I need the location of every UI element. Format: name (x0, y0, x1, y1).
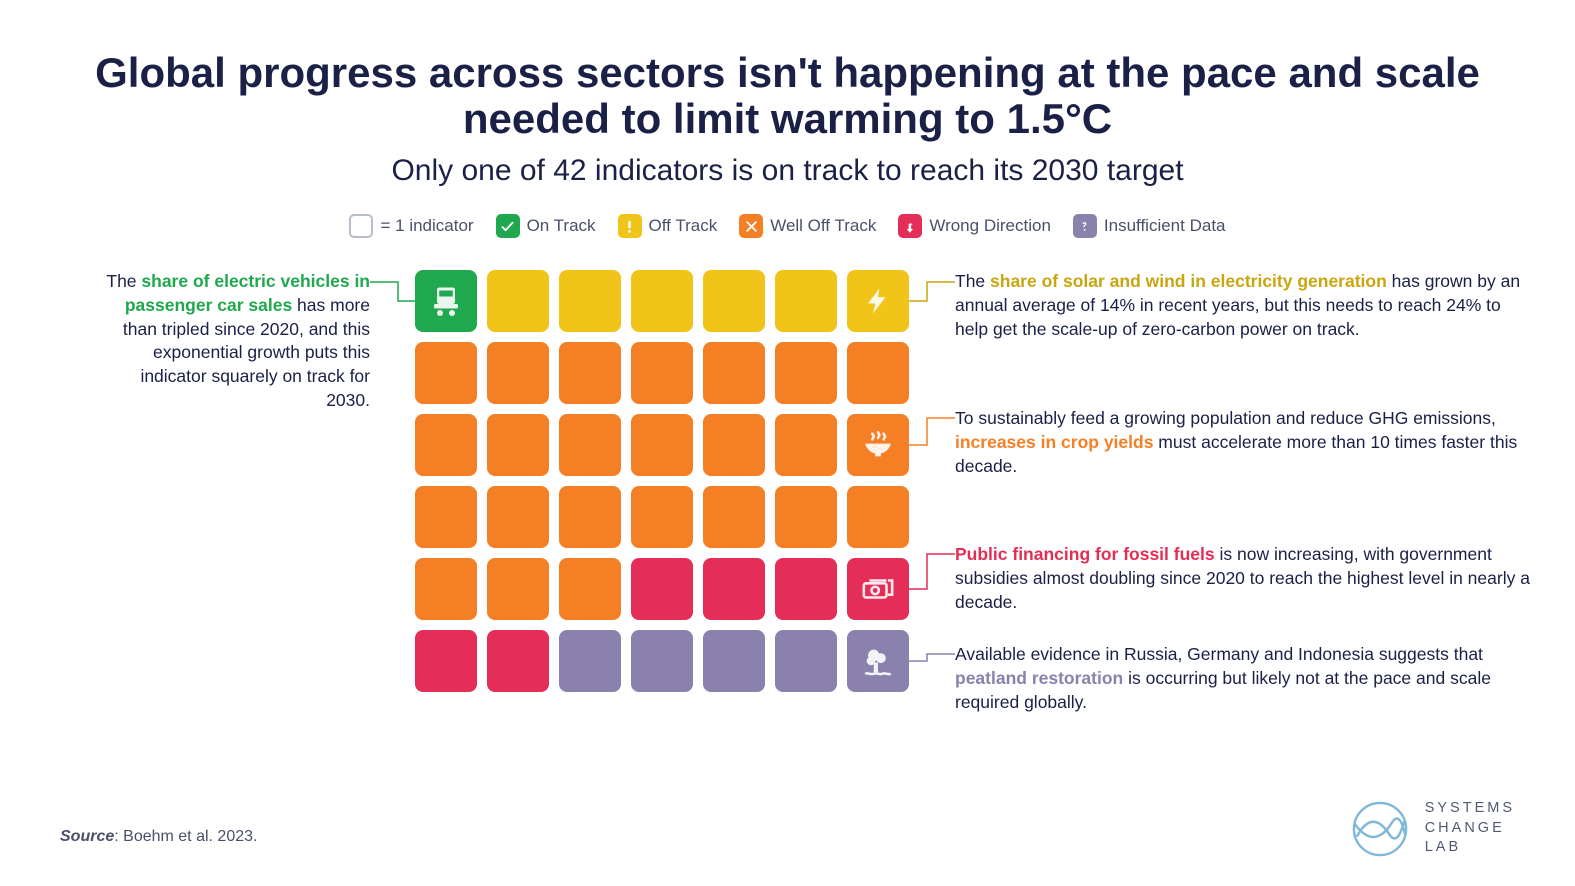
grid-cell (703, 342, 765, 404)
grid-cell-money (847, 558, 909, 620)
grid-row (415, 414, 909, 476)
legend-item-wrong_dir: Wrong Direction (898, 214, 1051, 238)
grid-cell-ev (415, 270, 477, 332)
connector-fossil (909, 550, 955, 600)
grid-cell (775, 630, 837, 692)
grid-cell (631, 630, 693, 692)
legend-label-off_track: Off Track (649, 216, 718, 236)
grid-cell (487, 414, 549, 476)
grid-cell (631, 270, 693, 332)
highlight-solar: share of solar and wind in electricity g… (990, 271, 1387, 291)
grid-cell (415, 630, 477, 692)
grid-row (415, 558, 909, 620)
grid-cell (847, 342, 909, 404)
annotation-fossil: Public financing for fossil fuels is now… (955, 543, 1535, 614)
legend-item-insufficient: Insufficient Data (1073, 214, 1226, 238)
grid-row (415, 486, 909, 548)
legend-label-insufficient: Insufficient Data (1104, 216, 1226, 236)
connector-crop (909, 414, 955, 464)
legend-label-on_track: On Track (527, 216, 596, 236)
grid-cell (559, 630, 621, 692)
grid-row (415, 630, 909, 692)
connector-ev (370, 270, 416, 310)
grid-cell (631, 558, 693, 620)
legend-indicator-label: = 1 indicator (380, 216, 473, 236)
chart-area: The share of electric vehicles in passen… (60, 270, 1515, 770)
page-subtitle: Only one of 42 indicators is on track to… (60, 154, 1515, 188)
source-citation: Source: Boehm et al. 2023. (60, 828, 257, 846)
brand-circle-icon (1351, 800, 1409, 858)
grid-cell (559, 270, 621, 332)
grid-cell (703, 630, 765, 692)
grid-row (415, 342, 909, 404)
grid-cell (847, 486, 909, 548)
brand-logo: SYSTEMS CHANGE LAB (1351, 799, 1515, 858)
grid-cell-tree (847, 630, 909, 692)
grid-cell (415, 558, 477, 620)
page-title: Global progress across sectors isn't hap… (60, 50, 1515, 142)
grid-cell (775, 270, 837, 332)
grid-cell (559, 414, 621, 476)
waffle-grid (415, 270, 909, 692)
grid-cell (487, 558, 549, 620)
brand-text: SYSTEMS CHANGE LAB (1425, 799, 1515, 858)
legend-item-on_track: On Track (496, 214, 596, 238)
legend-indicator: = 1 indicator (349, 214, 473, 238)
grid-cell (487, 486, 549, 548)
grid-cell (559, 486, 621, 548)
grid-row (415, 270, 909, 332)
grid-cell (775, 486, 837, 548)
square-outline-icon (349, 214, 373, 238)
legend-label-wrong_dir: Wrong Direction (929, 216, 1051, 236)
highlight-fossil: Public financing for fossil fuels (955, 544, 1215, 564)
grid-cell (775, 342, 837, 404)
grid-cell (775, 558, 837, 620)
grid-cell (487, 630, 549, 692)
grid-cell (559, 342, 621, 404)
legend-item-well_off: Well Off Track (739, 214, 876, 238)
grid-cell (703, 558, 765, 620)
highlight-crop: increases in crop yields (955, 432, 1153, 452)
legend: = 1 indicator On Track Off Track Well Off … (60, 214, 1515, 238)
grid-cell (415, 414, 477, 476)
grid-cell (703, 270, 765, 332)
off_track-icon (618, 214, 642, 238)
legend-label-well_off: Well Off Track (770, 216, 876, 236)
grid-cell (487, 342, 549, 404)
annotation-crop: To sustainably feed a growing population… (955, 407, 1535, 478)
grid-cell-bowl (847, 414, 909, 476)
grid-cell (631, 414, 693, 476)
grid-cell (559, 558, 621, 620)
connector-peat (909, 650, 955, 690)
annotation-ev: The share of electric vehicles in passen… (100, 270, 370, 412)
grid-cell (775, 414, 837, 476)
highlight-peat: peatland restoration (955, 668, 1123, 688)
grid-cell (415, 342, 477, 404)
annotation-solar: The share of solar and wind in electrici… (955, 270, 1535, 341)
grid-cell-bolt (847, 270, 909, 332)
grid-cell (487, 270, 549, 332)
legend-item-off_track: Off Track (618, 214, 718, 238)
grid-cell (631, 486, 693, 548)
grid-cell (703, 486, 765, 548)
wrong_dir-icon (898, 214, 922, 238)
insufficient-icon (1073, 214, 1097, 238)
well_off-icon (739, 214, 763, 238)
on_track-icon (496, 214, 520, 238)
grid-cell (631, 342, 693, 404)
grid-cell (415, 486, 477, 548)
connector-solar (909, 270, 955, 310)
annotation-peat: Available evidence in Russia, Germany an… (955, 643, 1535, 714)
grid-cell (703, 414, 765, 476)
